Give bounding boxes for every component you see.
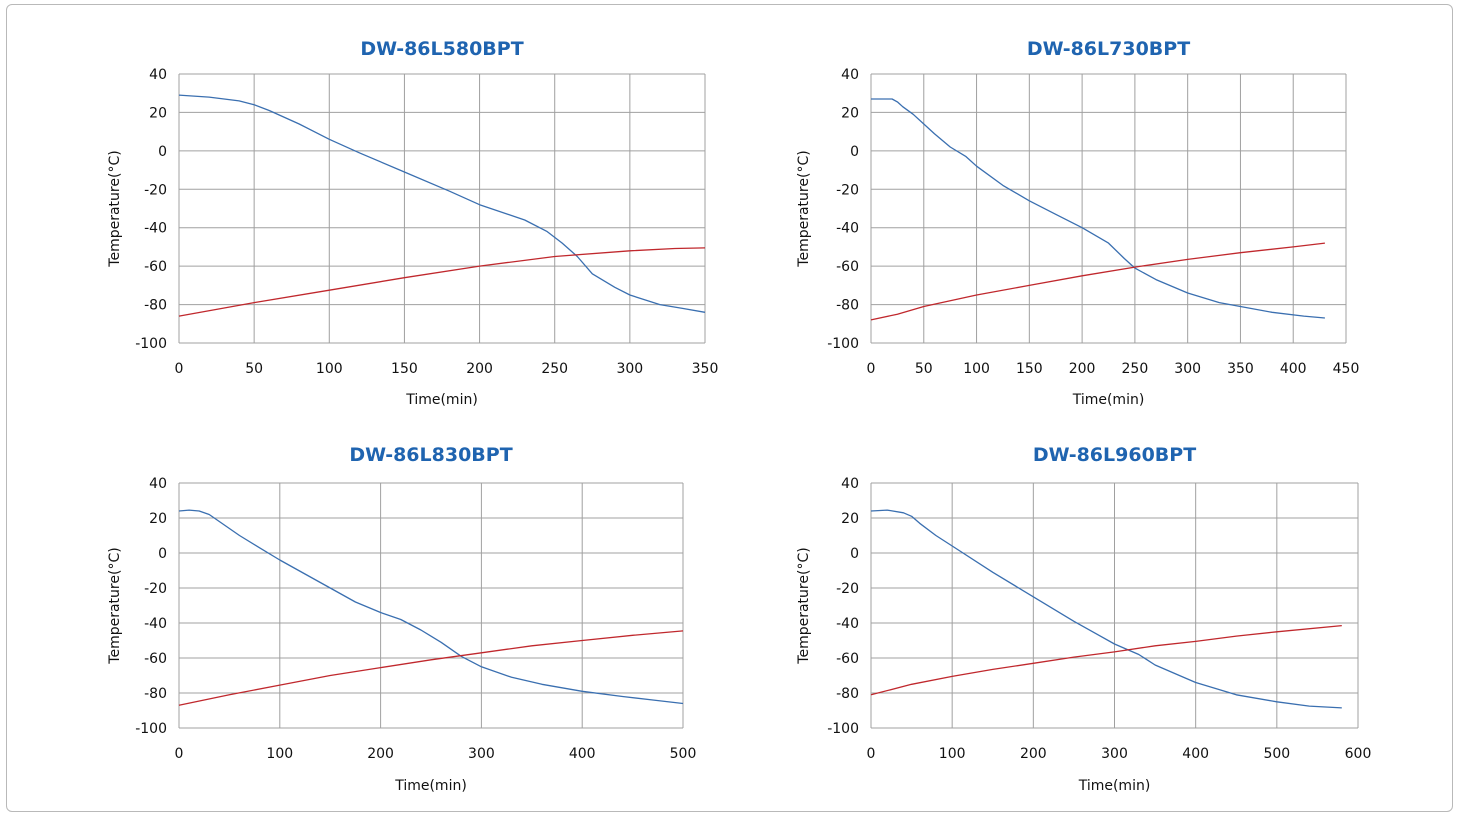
y-tick-label: 0 <box>850 546 859 562</box>
x-tick-label: 50 <box>245 361 263 377</box>
x-tick-label: 250 <box>1122 361 1149 377</box>
y-axis-label: Temperature(°C) <box>796 150 812 267</box>
x-tick-label: 250 <box>541 361 568 377</box>
chart-title: DW-86L960BPT <box>1033 444 1196 466</box>
y-tick-label: -100 <box>827 336 859 352</box>
x-tick-label: 300 <box>1101 746 1128 762</box>
x-tick-label: 400 <box>569 746 596 762</box>
y-tick-label: 20 <box>149 511 167 527</box>
y-axis-label: Temperature(°C) <box>107 547 123 664</box>
x-tick-label: 0 <box>175 746 184 762</box>
x-axis-label: Time(min) <box>1072 392 1145 408</box>
y-tick-label: -100 <box>135 721 167 737</box>
x-tick-label: 350 <box>1227 361 1254 377</box>
chart-title: DW-86L830BPT <box>349 444 512 466</box>
y-tick-label: -80 <box>836 298 859 314</box>
x-tick-label: 100 <box>963 361 990 377</box>
series-line-1 <box>178 509 684 705</box>
y-tick-label: -40 <box>144 221 167 237</box>
y-axis-label: Temperature(°C) <box>107 150 123 267</box>
y-axis-label: Temperature(°C) <box>796 547 812 664</box>
y-tick-label: 40 <box>841 67 859 83</box>
series-line-2 <box>178 247 706 317</box>
y-tick-label: -20 <box>144 581 167 597</box>
y-tick-label: -100 <box>827 721 859 737</box>
x-tick-label: 100 <box>266 746 293 762</box>
x-tick-label: 200 <box>466 361 493 377</box>
x-tick-label: 0 <box>867 746 876 762</box>
y-tick-label: 0 <box>158 144 167 160</box>
y-tick-label: -20 <box>836 182 859 198</box>
y-tick-label: -60 <box>144 651 167 667</box>
series-line-2 <box>870 624 1342 696</box>
x-tick-label: 300 <box>468 746 495 762</box>
x-tick-label: 100 <box>316 361 343 377</box>
x-tick-label: 300 <box>616 361 643 377</box>
y-tick-label: -80 <box>144 686 167 702</box>
y-tick-label: 0 <box>158 546 167 562</box>
x-tick-label: 200 <box>1020 746 1047 762</box>
x-axis-label: Time(min) <box>405 392 478 408</box>
x-axis-label: Time(min) <box>1078 778 1151 794</box>
y-tick-label: 20 <box>841 511 859 527</box>
series-line-2 <box>178 630 684 706</box>
y-tick-label: -80 <box>836 686 859 702</box>
chart-title: DW-86L730BPT <box>1027 38 1190 60</box>
chart-title: DW-86L580BPT <box>360 38 523 60</box>
x-tick-label: 100 <box>939 746 966 762</box>
series-line-1 <box>871 98 1325 319</box>
y-tick-label: 20 <box>841 105 859 121</box>
y-tick-label: 0 <box>850 144 859 160</box>
y-tick-label: -40 <box>144 616 167 632</box>
y-tick-label: -40 <box>836 616 859 632</box>
x-tick-label: 400 <box>1182 746 1209 762</box>
x-tick-label: 500 <box>670 746 697 762</box>
y-tick-label: 40 <box>149 476 167 492</box>
y-tick-label: -40 <box>836 221 859 237</box>
x-tick-label: 200 <box>367 746 394 762</box>
y-tick-label: -100 <box>135 336 167 352</box>
x-tick-label: 600 <box>1345 746 1372 762</box>
series-line-1 <box>870 509 1342 709</box>
x-tick-label: 0 <box>175 361 184 377</box>
y-tick-label: -60 <box>144 259 167 275</box>
series-line-1 <box>178 94 706 313</box>
x-tick-label: 150 <box>1016 361 1043 377</box>
series-line-2 <box>870 242 1325 321</box>
y-tick-label: 40 <box>149 67 167 83</box>
y-tick-label: -20 <box>144 182 167 198</box>
y-tick-label: 40 <box>841 476 859 492</box>
x-tick-label: 400 <box>1280 361 1307 377</box>
y-tick-label: -60 <box>836 259 859 275</box>
y-tick-label: -20 <box>836 581 859 597</box>
x-tick-label: 50 <box>915 361 933 377</box>
y-tick-label: -60 <box>836 651 859 667</box>
y-tick-label: 20 <box>149 105 167 121</box>
x-tick-label: 350 <box>692 361 719 377</box>
x-tick-label: 450 <box>1333 361 1360 377</box>
x-tick-label: 150 <box>391 361 418 377</box>
x-tick-label: 500 <box>1263 746 1290 762</box>
x-tick-label: 200 <box>1069 361 1096 377</box>
x-tick-label: 0 <box>867 361 876 377</box>
figure-frame <box>6 4 1453 812</box>
x-tick-label: 300 <box>1174 361 1201 377</box>
y-tick-label: -80 <box>144 298 167 314</box>
x-axis-label: Time(min) <box>394 778 467 794</box>
